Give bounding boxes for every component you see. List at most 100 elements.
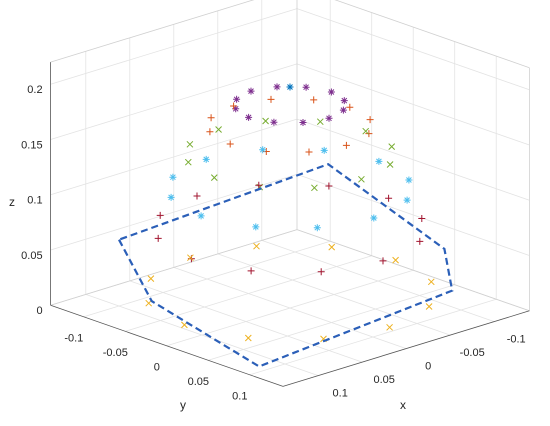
box-edge — [50, 0, 255, 63]
y-tick-label: -0.1 — [64, 333, 83, 345]
grid-line — [83, 240, 331, 318]
marker — [346, 103, 354, 111]
marker — [215, 126, 222, 133]
grid-line — [50, 173, 298, 251]
y-tick-label: 0.05 — [188, 376, 209, 388]
marker — [244, 334, 252, 342]
marker — [302, 83, 310, 91]
marker — [328, 243, 336, 251]
marker — [202, 155, 210, 163]
marker — [392, 256, 399, 264]
marker — [232, 105, 240, 113]
marker — [325, 114, 333, 122]
marker — [230, 102, 238, 110]
marker — [270, 118, 278, 126]
marker — [273, 83, 281, 91]
marker — [255, 181, 263, 189]
marker — [405, 176, 413, 184]
marker — [310, 96, 318, 104]
x-tick-label: 0.1 — [333, 388, 348, 400]
marker — [305, 148, 313, 156]
y-axis-line — [50, 304, 284, 387]
marker — [327, 88, 335, 96]
marker — [286, 83, 294, 91]
marker — [379, 257, 387, 265]
marker — [425, 303, 433, 310]
x-tick-label: 0 — [425, 361, 431, 373]
dashed-line — [118, 162, 454, 368]
box-edge — [334, 0, 530, 69]
marker — [316, 118, 324, 126]
grid-line — [50, 63, 298, 140]
marker — [325, 182, 333, 190]
x-tick-label: 0.05 — [373, 374, 394, 386]
marker — [169, 173, 177, 181]
x-axis-label: x — [400, 398, 406, 412]
marker — [197, 212, 205, 220]
y-axis-label: y — [180, 398, 186, 412]
z-axis-label: z — [9, 195, 15, 209]
grid-line — [125, 255, 372, 332]
z-tick-label: 0.05 — [21, 250, 42, 262]
marker — [311, 184, 318, 192]
x-tick-label: -0.05 — [460, 347, 485, 359]
marker — [186, 140, 194, 148]
grid-line — [296, 118, 530, 201]
marker — [262, 117, 269, 125]
box-edge — [50, 229, 298, 306]
marker — [365, 130, 373, 138]
y-tick-label: -0.05 — [103, 347, 128, 359]
marker — [342, 141, 350, 149]
x-tick-label: -0.1 — [507, 334, 526, 346]
marker — [187, 254, 194, 262]
marker — [418, 215, 426, 222]
marker — [252, 223, 260, 231]
marker — [267, 95, 275, 103]
marker — [340, 97, 348, 105]
grid-line — [296, 173, 530, 256]
marker — [385, 194, 393, 202]
marker — [167, 193, 175, 201]
marker — [147, 275, 155, 282]
marker — [226, 140, 234, 148]
marker — [253, 242, 260, 250]
y-tick-label: 0.1 — [232, 391, 247, 403]
grid-line — [50, 8, 298, 85]
marker — [317, 268, 325, 276]
marker — [245, 113, 253, 121]
marker — [184, 158, 192, 166]
z-tick-label: 0 — [36, 305, 42, 317]
marker — [320, 146, 328, 154]
y-tick-label: 0 — [154, 362, 160, 374]
grid-line — [50, 118, 298, 196]
marker — [386, 161, 394, 168]
grid-line — [249, 298, 497, 376]
marker — [233, 95, 241, 103]
marker — [358, 175, 365, 183]
marker — [427, 278, 435, 286]
marker — [247, 267, 255, 275]
z-tick-label: 0.1 — [27, 195, 42, 207]
marker — [259, 146, 267, 154]
marker — [210, 174, 218, 181]
grid-line — [208, 284, 455, 361]
grid-line — [296, 8, 530, 91]
marker — [416, 237, 424, 245]
marker — [362, 127, 370, 135]
marker — [154, 234, 162, 242]
marker — [193, 192, 201, 200]
marker — [375, 157, 383, 165]
marker — [366, 116, 374, 124]
grid-line — [166, 269, 414, 347]
marker — [207, 114, 215, 122]
marker — [313, 224, 321, 232]
box-edge — [296, 229, 530, 312]
marker — [388, 143, 396, 150]
marker — [299, 119, 307, 126]
marker — [386, 323, 393, 331]
z-tick-label: 0.2 — [27, 84, 42, 96]
marker — [156, 211, 164, 219]
z-tick-label: 0.15 — [21, 139, 42, 151]
marker — [339, 106, 347, 114]
